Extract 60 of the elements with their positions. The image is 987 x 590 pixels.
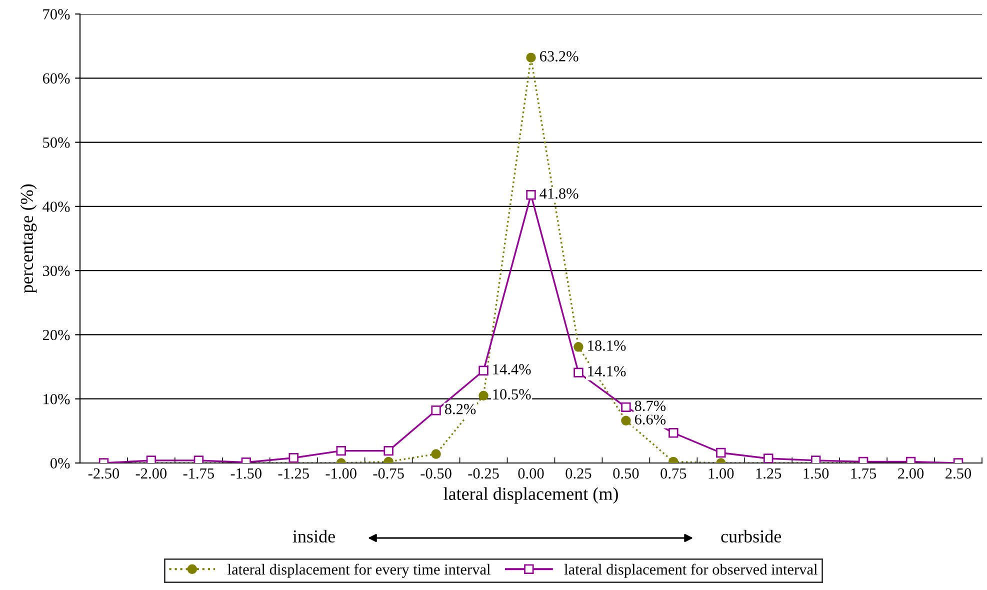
x-tick-label: 2.00 <box>898 468 924 479</box>
y-axis-title: percentage (%) <box>20 184 37 294</box>
point <box>668 428 678 438</box>
y-tick-label: 30% <box>43 266 70 276</box>
point <box>336 446 346 456</box>
point <box>478 390 488 401</box>
data-label: 18.1% <box>588 340 626 351</box>
data-label: 63.2% <box>540 51 578 62</box>
x-tick-label: 1.75 <box>851 468 876 479</box>
x-tick-label: -1.50 <box>230 468 262 479</box>
point <box>431 449 441 459</box>
y-tick-label: 60% <box>42 73 70 84</box>
x-tick-label: 0.50 <box>613 468 639 479</box>
x-tick-label: -1.75 <box>183 468 214 479</box>
x-tick-label: 0.75 <box>660 468 686 479</box>
data-label: 10.5% <box>493 389 531 400</box>
point <box>764 454 774 463</box>
point <box>574 368 584 378</box>
x-tick-label: 1.50 <box>804 468 829 479</box>
x-axis-title: lateral displacement (m) <box>444 487 618 504</box>
y-tick-label: 0% <box>50 458 70 468</box>
x-tick-label: 1.00 <box>708 468 734 479</box>
text: curbside <box>721 530 782 543</box>
x-tick-label: 0.00 <box>518 468 544 479</box>
x-tick-label: -0.25 <box>468 468 499 479</box>
point <box>810 456 821 463</box>
y-tick-label: 50% <box>43 137 70 148</box>
point <box>384 446 394 456</box>
point <box>574 342 584 352</box>
point <box>146 456 156 463</box>
x-tick-label: 2.50 <box>946 468 972 479</box>
x-tick-label: -2.50 <box>88 468 120 479</box>
x-tick-label: 1.25 <box>756 468 782 479</box>
legend-label: lateral displacement for observed interval <box>564 564 818 578</box>
point <box>431 406 441 416</box>
point <box>194 456 204 463</box>
text: inside <box>292 530 335 543</box>
data-label: 14.4% <box>493 364 531 375</box>
x-tick-label: -0.50 <box>420 468 452 479</box>
data-label: 6.6% <box>634 414 666 425</box>
data-label: 14.1% <box>588 366 626 376</box>
point <box>621 416 631 426</box>
data-label: 8.7% <box>634 400 666 412</box>
data-label: 8.2% <box>444 404 476 414</box>
x-tick-label: -1.25 <box>278 468 309 479</box>
data-label: 41.8% <box>540 188 578 199</box>
x-tick-label: 0.25 <box>566 468 592 479</box>
point <box>478 366 488 376</box>
y-tick-label: 10% <box>44 394 70 404</box>
point <box>716 448 726 458</box>
y-tick-label: 70% <box>43 9 70 20</box>
point <box>621 402 631 412</box>
point <box>526 52 536 62</box>
legend-label: lateral displacement for every time interval <box>228 564 490 578</box>
point <box>526 190 536 200</box>
x-tick-label: -0.75 <box>373 468 404 479</box>
x-tick-label: -2.00 <box>136 468 167 479</box>
y-tick-label: 40% <box>42 202 70 212</box>
x-tick-label: -1.00 <box>326 468 356 479</box>
y-tick-label: 20% <box>42 330 70 340</box>
